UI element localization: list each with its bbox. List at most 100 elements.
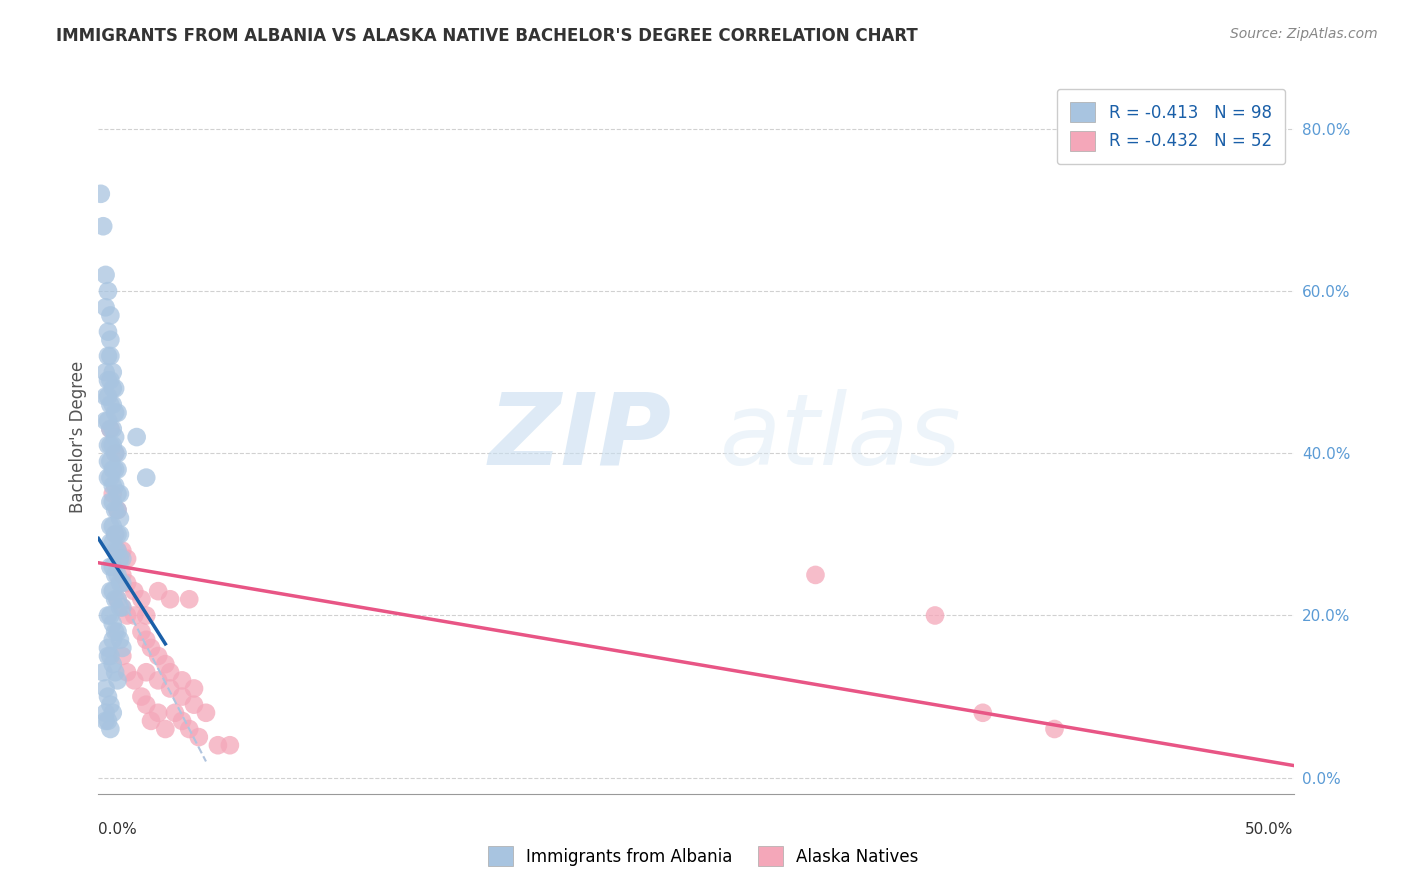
Point [163,706,186,720]
Point [108,551,131,566]
Point [139,714,162,728]
Point [98,422,122,436]
Point [101,438,124,452]
Point [97,714,120,728]
Point [97,640,120,655]
Point [97,470,120,484]
Point [104,527,127,541]
Point [107,503,129,517]
Point [111,551,134,566]
Point [98,608,122,623]
Point [104,479,127,493]
Point [94,365,117,379]
Point [101,706,124,720]
Point [107,487,129,501]
Point [155,657,177,672]
Point [131,624,153,639]
Point [101,487,124,501]
Point [111,568,134,582]
Point [124,673,146,688]
Point [101,535,124,549]
Point [107,624,129,639]
Point [101,495,124,509]
Point [131,592,153,607]
Point [98,349,122,363]
Point [148,706,170,720]
Point [111,543,134,558]
Point [135,665,157,680]
Point [98,309,122,323]
Point [97,414,120,428]
Point [804,568,827,582]
Point [111,648,134,663]
Point [104,527,127,541]
Text: Source: ZipAtlas.com: Source: ZipAtlas.com [1230,27,1378,41]
Point [98,698,122,712]
Point [97,349,120,363]
Point [101,632,124,647]
Point [148,584,170,599]
Point [107,462,129,476]
Point [104,503,127,517]
Point [107,446,129,460]
Point [98,495,122,509]
Point [94,301,117,315]
Point [187,730,209,744]
Point [108,527,131,541]
Point [125,430,148,444]
Point [172,714,194,728]
Point [108,576,131,591]
Point [108,600,131,615]
Point [104,543,127,558]
Point [135,632,157,647]
Point [172,690,194,704]
Point [94,414,117,428]
Point [98,438,122,452]
Point [107,503,129,517]
Point [107,543,129,558]
Point [104,665,127,680]
Point [179,592,201,607]
Point [104,446,127,460]
Point [101,381,124,395]
Point [98,648,122,663]
Point [97,690,120,704]
Point [101,559,124,574]
Point [115,551,138,566]
Point [924,608,946,623]
Point [101,365,124,379]
Legend: Immigrants from Albania, Alaska Natives: Immigrants from Albania, Alaska Natives [479,838,927,875]
Point [94,681,117,696]
Point [98,454,122,468]
Text: atlas: atlas [720,389,962,485]
Point [101,462,124,476]
Point [94,390,117,404]
Point [108,487,131,501]
Point [107,592,129,607]
Point [159,592,181,607]
Point [219,738,242,752]
Point [111,600,134,615]
Point [91,665,114,680]
Point [111,640,134,655]
Point [98,722,122,736]
Point [104,568,127,582]
Point [104,446,127,460]
Text: 50.0%: 50.0% [1246,822,1294,838]
Point [107,543,129,558]
Point [115,665,138,680]
Point [101,616,124,631]
Point [98,535,122,549]
Point [97,284,120,298]
Point [107,527,129,541]
Point [104,381,127,395]
Point [107,592,129,607]
Text: IMMIGRANTS FROM ALBANIA VS ALASKA NATIVE BACHELOR'S DEGREE CORRELATION CHART: IMMIGRANTS FROM ALBANIA VS ALASKA NATIVE… [56,27,918,45]
Point [91,219,114,234]
Point [97,390,120,404]
Point [94,268,117,282]
Point [101,398,124,412]
Point [101,584,124,599]
Point [104,592,127,607]
Point [97,438,120,452]
